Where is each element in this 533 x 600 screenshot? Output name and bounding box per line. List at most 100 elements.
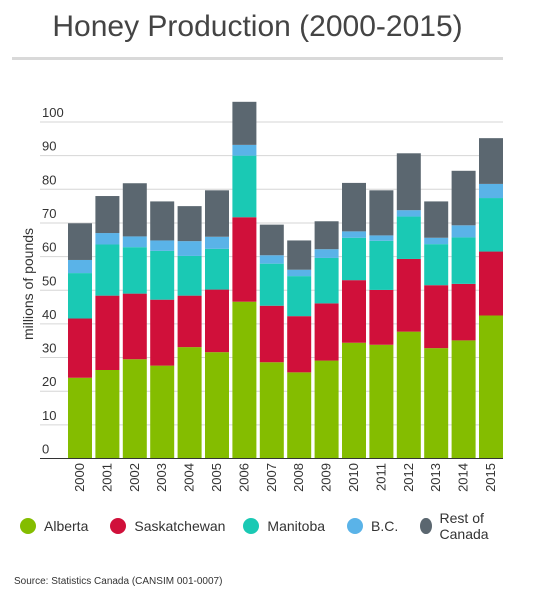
bar-segment-b-c xyxy=(479,183,503,199)
x-tick-label: 2007 xyxy=(264,463,279,492)
bar-segment-b-c xyxy=(451,225,476,238)
x-tick-label: 2002 xyxy=(127,463,142,492)
bar-segment-rest-of-canada xyxy=(314,221,339,250)
bar-stack-2008 xyxy=(287,240,312,459)
bar-segment-rest-of-canada xyxy=(259,224,284,256)
y-tick-label: 40 xyxy=(42,307,56,322)
bar-segment-b-c xyxy=(205,236,229,249)
y-tick-label: 100 xyxy=(42,105,64,120)
x-tick-label: 2014 xyxy=(456,463,471,492)
bar-segment-alberta xyxy=(122,359,147,459)
y-tick-label: 90 xyxy=(42,139,56,154)
bar-segment-alberta xyxy=(95,370,120,459)
bar-segment-rest-of-canada xyxy=(396,153,421,211)
y-tick-label: 20 xyxy=(42,374,56,389)
bar-segment-alberta xyxy=(342,342,366,459)
bar-segment-b-c xyxy=(95,233,120,245)
bar-segment-saskatchewan xyxy=(205,289,229,353)
bar-segment-b-c xyxy=(68,259,92,274)
legend-label: Saskatchewan xyxy=(134,518,226,534)
bar-stack-2015 xyxy=(479,138,503,459)
bar-stack-2000 xyxy=(68,223,92,459)
legend-swatch xyxy=(420,518,432,534)
bar-stacks xyxy=(68,101,503,459)
bar-segment-manitoba xyxy=(369,240,394,290)
bar-segment-manitoba xyxy=(342,237,366,281)
bar-segment-rest-of-canada xyxy=(150,201,175,241)
bar-segment-manitoba xyxy=(95,244,120,296)
bar-segment-alberta xyxy=(451,340,476,459)
bar-segment-rest-of-canada xyxy=(122,183,147,237)
bar-stack-2005 xyxy=(205,190,229,459)
x-tick-label: 2000 xyxy=(72,463,87,492)
bar-segment-alberta xyxy=(259,362,284,459)
bar-segment-saskatchewan xyxy=(68,318,92,378)
bar-segment-b-c xyxy=(369,235,394,241)
x-tick-label: 2011 xyxy=(373,463,388,491)
bar-stack-2006 xyxy=(232,101,257,459)
bar-segment-manitoba xyxy=(451,237,476,284)
title-divider xyxy=(12,57,503,60)
bar-segment-saskatchewan xyxy=(232,217,257,302)
bar-segment-b-c xyxy=(396,210,421,217)
legend-label: B.C. xyxy=(371,518,399,534)
bar-segment-manitoba xyxy=(314,257,339,304)
x-tick-label: 2008 xyxy=(291,463,306,492)
legend-swatch xyxy=(110,518,127,534)
bar-segment-saskatchewan xyxy=(177,295,202,348)
bar-segment-rest-of-canada xyxy=(479,138,503,184)
bar-segment-b-c xyxy=(424,237,449,245)
bar-stack-2001 xyxy=(95,196,120,459)
bar-segment-b-c xyxy=(232,144,257,156)
bar-segment-rest-of-canada xyxy=(232,101,257,145)
legend-item: B.C. xyxy=(347,518,398,534)
x-tick-label: 2013 xyxy=(428,463,443,492)
legend-swatch xyxy=(20,518,36,534)
bar-segment-b-c xyxy=(177,241,202,256)
legend-item: Rest of Canada xyxy=(420,510,508,542)
bar-stack-2002 xyxy=(122,183,147,459)
y-axis-label: millions of pounds xyxy=(20,228,36,340)
bar-stack-2011 xyxy=(369,190,394,459)
x-tick-label: 2003 xyxy=(154,463,169,492)
bar-segment-alberta xyxy=(369,344,394,459)
legend-label: Rest of Canada xyxy=(439,510,489,542)
bar-segment-rest-of-canada xyxy=(177,206,202,242)
bar-segment-manitoba xyxy=(396,216,421,259)
bar-segment-manitoba xyxy=(479,198,503,252)
bar-segment-saskatchewan xyxy=(424,285,449,349)
bar-segment-saskatchewan xyxy=(342,280,366,343)
bar-segment-alberta xyxy=(424,348,449,459)
bar-segment-manitoba xyxy=(424,244,449,286)
bar-segment-saskatchewan xyxy=(150,299,175,366)
bar-segment-saskatchewan xyxy=(95,295,120,371)
bar-segment-b-c xyxy=(314,249,339,258)
y-tick-label: 70 xyxy=(42,206,56,221)
y-tick-label: 10 xyxy=(42,408,56,423)
bar-segment-alberta xyxy=(287,372,312,459)
y-axis-tick-labels: 0 10 20 30 40 50 60 70 80 90 100 xyxy=(42,105,64,457)
bar-segment-manitoba xyxy=(259,263,284,306)
x-tick-label: 2010 xyxy=(346,463,361,492)
x-tick-label: 2006 xyxy=(236,463,251,492)
bar-segment-manitoba xyxy=(287,276,312,317)
bar-segment-manitoba xyxy=(122,247,147,294)
legend: Alberta Saskatchewan Manitoba B.C. Rest of C… xyxy=(20,510,530,542)
legend-label: Manitoba xyxy=(267,518,326,534)
bar-segment-rest-of-canada xyxy=(95,196,120,234)
y-tick-label: 60 xyxy=(42,240,56,255)
bar-segment-alberta xyxy=(150,365,175,459)
bar-segment-alberta xyxy=(396,331,421,459)
legend-item: Alberta xyxy=(20,518,88,534)
legend-item: Saskatchewan xyxy=(110,518,225,534)
legend-swatch xyxy=(243,518,260,534)
bar-segment-alberta xyxy=(314,360,339,459)
x-axis-tick-labels: 2000 2001 2002 2003 2004 2005 2006 2007 2008 2009… xyxy=(72,463,498,492)
bar-segment-manitoba xyxy=(232,155,257,218)
bar-segment-b-c xyxy=(342,231,366,238)
bar-segment-rest-of-canada xyxy=(451,170,476,226)
bar-segment-alberta xyxy=(177,347,202,459)
bar-segment-b-c xyxy=(122,236,147,248)
x-tick-label: 2005 xyxy=(209,463,224,492)
bar-segment-saskatchewan xyxy=(369,289,394,345)
